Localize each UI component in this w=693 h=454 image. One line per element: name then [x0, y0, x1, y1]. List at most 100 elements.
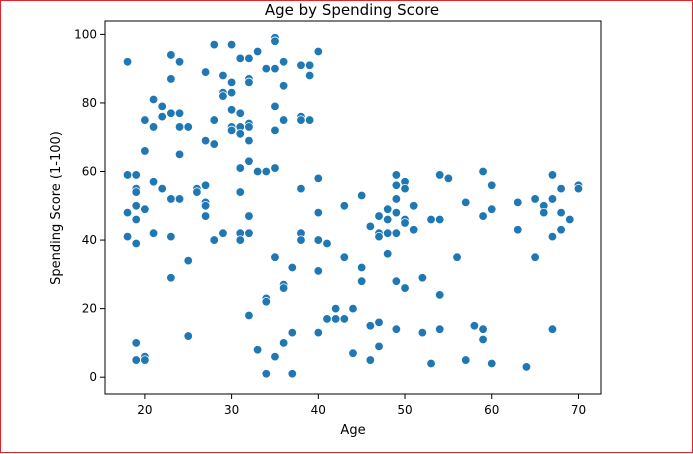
data-point	[365, 221, 376, 232]
data-point	[382, 228, 393, 238]
data-point	[391, 170, 402, 180]
data-point	[304, 70, 315, 81]
data-point	[122, 170, 133, 180]
data-point	[391, 180, 402, 190]
data-point	[183, 331, 193, 341]
data-point	[166, 74, 176, 84]
data-point	[226, 105, 237, 115]
data-point	[218, 91, 228, 101]
data-point	[183, 122, 193, 132]
data-point	[226, 125, 237, 136]
data-point	[391, 228, 402, 238]
data-point	[244, 135, 254, 146]
x-tick-label: 30	[224, 403, 239, 417]
data-point	[278, 115, 289, 125]
chart-title: Age by Spending Score	[265, 1, 439, 19]
data-point	[443, 173, 454, 184]
data-point	[365, 355, 376, 365]
data-point	[166, 108, 176, 118]
data-point	[131, 187, 141, 197]
x-tick-label: 60	[484, 403, 499, 417]
data-point	[391, 276, 402, 286]
data-point	[426, 358, 436, 369]
data-point	[487, 204, 497, 214]
data-point	[209, 235, 219, 245]
data-point	[218, 228, 228, 238]
data-point	[209, 115, 219, 125]
data-point	[278, 81, 289, 91]
data-point	[140, 355, 150, 365]
data-point	[148, 122, 159, 132]
data-point	[131, 355, 141, 365]
data-point	[174, 57, 185, 67]
data-point	[530, 194, 540, 204]
data-point	[452, 252, 462, 262]
data-point	[235, 187, 245, 197]
data-point	[339, 252, 350, 262]
data-point	[435, 214, 445, 225]
data-point	[200, 67, 211, 77]
plot-area	[104, 20, 602, 395]
data-point	[409, 225, 419, 235]
data-point	[513, 197, 523, 208]
data-point	[122, 231, 133, 242]
data-point	[131, 170, 141, 180]
data-point	[400, 183, 410, 194]
data-point	[278, 283, 289, 293]
data-point	[270, 163, 280, 173]
data-point	[296, 183, 306, 194]
data-point	[356, 262, 367, 273]
data-point	[356, 190, 367, 201]
data-point	[174, 149, 185, 160]
data-point	[235, 53, 245, 64]
data-point	[461, 197, 471, 208]
data-point	[530, 252, 540, 262]
data-point	[391, 207, 402, 218]
data-point	[209, 139, 219, 149]
data-point	[157, 183, 167, 194]
data-point	[140, 115, 150, 125]
data-point	[478, 324, 488, 334]
data-point	[547, 170, 558, 180]
data-point	[174, 194, 185, 204]
x-tick-label: 70	[571, 403, 586, 417]
data-point	[226, 77, 237, 88]
data-point	[313, 235, 324, 245]
data-point	[313, 266, 324, 276]
data-point	[244, 122, 254, 132]
data-point	[166, 231, 176, 242]
data-point	[166, 50, 176, 60]
data-point	[200, 211, 211, 221]
data-point	[270, 63, 280, 74]
data-point	[348, 303, 358, 314]
data-point	[270, 125, 280, 136]
data-point	[313, 327, 324, 338]
data-point	[174, 122, 185, 132]
data-point	[435, 290, 445, 300]
data-point	[539, 207, 549, 218]
data-point	[478, 166, 488, 177]
data-point	[244, 228, 254, 238]
y-tick-label: 60	[82, 165, 97, 179]
data-point	[131, 214, 141, 225]
data-point	[270, 36, 280, 46]
data-point	[148, 94, 159, 105]
data-point	[209, 39, 219, 50]
data-point	[469, 321, 480, 331]
data-point	[374, 231, 384, 242]
data-point	[252, 345, 263, 355]
data-point	[426, 214, 436, 225]
data-point	[148, 177, 159, 187]
data-point	[235, 108, 245, 118]
y-tick-label: 100	[74, 27, 97, 41]
data-point	[435, 324, 445, 334]
data-point	[226, 87, 237, 98]
data-point	[547, 231, 558, 242]
data-point	[252, 46, 263, 57]
data-point	[556, 207, 566, 218]
data-point	[278, 57, 289, 67]
y-tick-label: 0	[89, 370, 97, 384]
x-tick-label: 50	[397, 403, 412, 417]
